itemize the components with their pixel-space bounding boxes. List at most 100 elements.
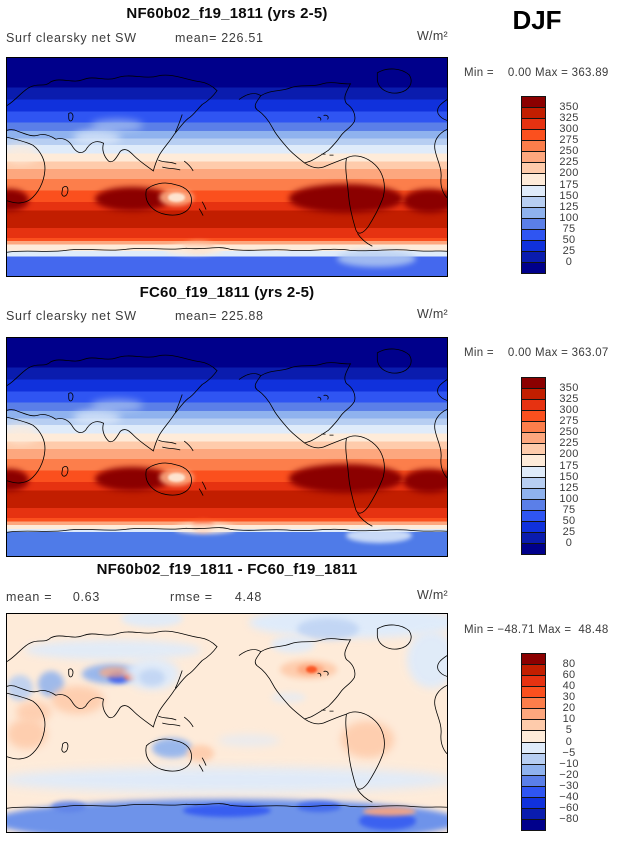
colorbar-tick-label: 75 bbox=[562, 503, 576, 516]
map-difference bbox=[6, 613, 448, 833]
minmax-label: Min = 0.00 Max = 363.07 bbox=[464, 347, 609, 359]
colorbar-tick-label: 325 bbox=[559, 393, 579, 406]
colorbar-tick-label: 150 bbox=[559, 189, 579, 202]
map-case1 bbox=[6, 57, 448, 277]
colorbar-tick-label: 200 bbox=[559, 448, 579, 461]
colorbar-tick-label: 30 bbox=[562, 691, 576, 704]
map-feature bbox=[7, 145, 38, 163]
colorbar-tick-label: −60 bbox=[559, 801, 579, 814]
map-feature bbox=[51, 685, 104, 715]
map-feature bbox=[73, 129, 122, 146]
map-feature bbox=[7, 188, 29, 211]
map-feature bbox=[271, 692, 307, 704]
colorbar-tick-label: 200 bbox=[559, 167, 579, 180]
colorbar-tick-label: 300 bbox=[559, 123, 579, 136]
map-feature bbox=[24, 640, 201, 660]
map-case2 bbox=[6, 337, 448, 557]
colorbar-tick-label: 250 bbox=[559, 426, 579, 439]
colorbar-tick-label: −5 bbox=[562, 746, 576, 759]
map-feature bbox=[288, 184, 403, 213]
colorbar-tick-label: 175 bbox=[559, 459, 579, 472]
colorbar-tick-label: 300 bbox=[559, 404, 579, 417]
colorbar-cell bbox=[521, 818, 546, 831]
map-feature bbox=[90, 119, 144, 133]
map-feature bbox=[99, 667, 131, 679]
map-feature bbox=[165, 244, 223, 256]
colorbar-tick-label: 225 bbox=[559, 437, 579, 450]
colorbar-cell bbox=[521, 542, 546, 555]
colorbar-tick-label: 150 bbox=[559, 470, 579, 483]
map-feature bbox=[187, 744, 214, 763]
colorbar-tick-label: 25 bbox=[562, 525, 576, 538]
colorbar-tick-label: 20 bbox=[562, 702, 576, 715]
mean-stat: mean= 225.88 bbox=[175, 309, 264, 323]
colorbar-tick-label: 350 bbox=[559, 101, 579, 114]
map-feature bbox=[183, 803, 271, 817]
panel-title: NF60b02_f19_1811 (yrs 2-5) bbox=[126, 5, 328, 22]
map-feature bbox=[7, 425, 38, 443]
map-feature bbox=[345, 527, 412, 543]
minmax-label: Min = −48.71 Max = 48.48 bbox=[464, 624, 609, 636]
colorbar-tick-label: 0 bbox=[565, 255, 573, 268]
mean-label: mean = bbox=[6, 590, 53, 604]
mean-stat: mean= 226.51 bbox=[175, 31, 264, 45]
colorbar-tick-label: 10 bbox=[562, 713, 576, 726]
colorbar-tick-label: 325 bbox=[559, 112, 579, 125]
map-feature bbox=[139, 668, 166, 686]
unit-label: W/m² bbox=[416, 29, 448, 43]
map-feature bbox=[271, 635, 315, 654]
minmax-label: Min = 0.00 Max = 363.89 bbox=[464, 67, 609, 79]
colorbar-tick-label: 250 bbox=[559, 145, 579, 158]
panel-title: NF60b02_f19_1811 - FC60_f19_1811 bbox=[96, 561, 358, 578]
panel-title: FC60_f19_1811 (yrs 2-5) bbox=[139, 284, 315, 301]
map-feature bbox=[167, 473, 186, 482]
map-feature bbox=[7, 468, 29, 491]
colorbar-tick-label: 25 bbox=[562, 244, 576, 257]
colorbar-tick-label: 75 bbox=[562, 222, 576, 235]
map-feature bbox=[121, 614, 183, 628]
colorbar-tick-label: 40 bbox=[562, 680, 576, 693]
colorbar-tick-label: 275 bbox=[559, 134, 579, 147]
colorbar-tick-label: 350 bbox=[559, 382, 579, 395]
map-feature bbox=[306, 666, 318, 673]
colorbar-tick-label: 0 bbox=[565, 536, 573, 549]
map-feature bbox=[297, 618, 359, 641]
colorbar-tick-label: −40 bbox=[559, 790, 579, 803]
colorbar-tick-label: 50 bbox=[562, 514, 576, 527]
field-label: Surf clearsky net SW bbox=[6, 31, 137, 45]
map-feature bbox=[359, 812, 417, 830]
map-feature bbox=[7, 766, 447, 793]
map-feature bbox=[407, 631, 447, 689]
map-feature bbox=[73, 409, 122, 426]
colorbar-tick-label: 0 bbox=[565, 735, 573, 748]
coastlines-overlay bbox=[7, 68, 447, 253]
map-feature bbox=[95, 186, 170, 211]
colorbar-tick-label: −10 bbox=[559, 757, 579, 770]
map-feature bbox=[167, 193, 186, 202]
colorbar-difference: 80 60 40 30 20 10 5 0 −5 −10 −20 −30 −40 −60 −80 bbox=[521, 653, 578, 831]
map-feature bbox=[51, 801, 87, 813]
rmse-label: rmse = bbox=[170, 590, 213, 604]
colorbar-tick-label: 225 bbox=[559, 156, 579, 169]
mean-value: 0.63 bbox=[72, 590, 100, 604]
map-feature bbox=[403, 188, 447, 213]
colorbar-tick-label: −20 bbox=[559, 768, 579, 781]
map-feature bbox=[363, 806, 417, 816]
map-feature bbox=[288, 464, 403, 493]
unit-label: W/m² bbox=[416, 588, 448, 602]
colorbar-case2: 350 325 300 275 250 225 200 175 150 125 100 75 50 25 0 bbox=[521, 377, 578, 555]
map-feature bbox=[15, 701, 51, 723]
colorbar-tick-label: 60 bbox=[562, 669, 576, 682]
map-feature bbox=[337, 249, 417, 268]
colorbar-cell bbox=[521, 261, 546, 274]
coastlines-overlay bbox=[7, 624, 447, 809]
colorbar-tick-label: 275 bbox=[559, 415, 579, 428]
map-feature bbox=[403, 468, 447, 493]
colorbar-tick-label: 125 bbox=[559, 481, 579, 494]
map-feature bbox=[90, 399, 144, 413]
map-feature bbox=[297, 801, 342, 813]
colorbar-tick-label: 175 bbox=[559, 178, 579, 191]
colorbar-tick-label: 5 bbox=[565, 724, 573, 737]
colorbar-tick-label: −30 bbox=[559, 779, 579, 792]
